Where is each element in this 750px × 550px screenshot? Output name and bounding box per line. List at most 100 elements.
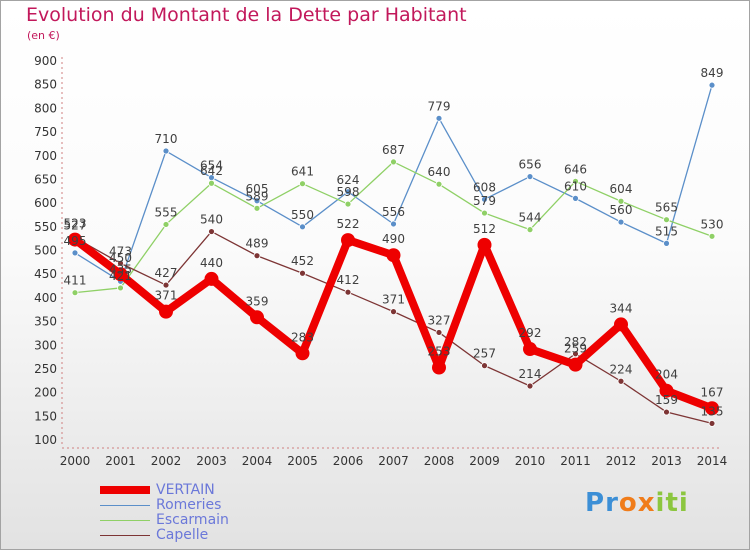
- data-label-capelle: 224: [610, 362, 633, 376]
- data-label-romeries: 608: [473, 180, 496, 194]
- data-point-romeries: [344, 188, 352, 196]
- legend-label-capelle: Capelle: [156, 527, 209, 543]
- data-label-escarmain: 411: [64, 274, 87, 288]
- y-tick-label: 350: [34, 315, 57, 329]
- data-point-vertain: [477, 237, 492, 252]
- data-point-vertain: [705, 401, 719, 416]
- data-label-escarmain: 421: [109, 269, 132, 283]
- data-label-capelle: 135: [701, 404, 724, 418]
- data-point-romeries: [663, 239, 670, 247]
- y-tick-label: 100: [34, 433, 57, 447]
- data-label-escarmain: 687: [382, 143, 405, 157]
- data-label-capelle: 214: [519, 367, 542, 381]
- x-tick-label: 2008: [424, 454, 455, 468]
- data-point-capelle: [435, 329, 443, 336]
- x-tick-label: 2005: [287, 454, 318, 468]
- data-label-vertain: 167: [701, 385, 724, 399]
- x-tick-label: 2013: [651, 454, 682, 468]
- data-label-romeries: 654: [200, 159, 223, 173]
- data-label-capelle: 489: [246, 237, 269, 251]
- data-point-capelle: [617, 377, 625, 385]
- y-tick-label: 300: [34, 338, 57, 352]
- y-tick-label: 150: [34, 409, 57, 423]
- data-label-capelle: 452: [291, 254, 314, 268]
- legend-item-romeries: Romeries: [100, 498, 300, 513]
- data-label-escarmain: 646: [564, 162, 587, 176]
- data-label-romeries: 849: [701, 66, 724, 80]
- data-point-escarmain: [435, 180, 443, 188]
- data-point-vertain: [159, 304, 173, 319]
- data-label-capelle: 412: [337, 273, 360, 287]
- logo-letter: i: [655, 488, 666, 518]
- y-tick-label: 550: [34, 220, 57, 234]
- y-tick-label: 450: [34, 267, 57, 281]
- data-point-romeries: [481, 195, 488, 203]
- data-label-vertain: 440: [200, 256, 223, 270]
- legend-swatch-capelle: [100, 535, 150, 536]
- legend-label-romeries: Romeries: [156, 497, 222, 513]
- data-label-escarmain: 589: [246, 189, 269, 203]
- data-point-escarmain: [344, 200, 352, 208]
- data-point-capelle: [526, 382, 534, 390]
- data-point-escarmain: [208, 179, 215, 187]
- data-point-escarmain: [299, 180, 306, 188]
- data-point-capelle: [162, 281, 170, 289]
- data-point-capelle: [344, 288, 352, 296]
- legend-item-vertain: VERTAIN: [100, 483, 300, 498]
- y-tick-label: 850: [34, 78, 57, 92]
- data-point-escarmain: [117, 284, 124, 292]
- data-label-escarmain: 640: [428, 165, 451, 179]
- data-label-vertain: 292: [519, 326, 542, 340]
- data-label-escarmain: 604: [610, 182, 633, 196]
- data-point-capelle: [253, 252, 261, 260]
- data-label-escarmain: 641: [291, 165, 314, 179]
- data-point-capelle: [299, 269, 306, 277]
- series-lines: [68, 81, 719, 427]
- data-point-vertain: [341, 233, 355, 248]
- data-label-romeries: 610: [564, 179, 587, 193]
- data-point-capelle: [208, 228, 215, 235]
- data-label-vertain: 522: [337, 217, 360, 231]
- data-label-escarmain: 530: [701, 217, 724, 231]
- data-label-romeries: 624: [337, 173, 360, 187]
- data-label-vertain: 283: [291, 330, 314, 344]
- y-tick-label: 200: [34, 386, 57, 400]
- data-point-capelle: [390, 308, 397, 316]
- x-tick-label: 2014: [697, 454, 728, 468]
- data-point-vertain: [386, 248, 401, 263]
- data-point-romeries: [617, 218, 625, 226]
- data-label-escarmain: 642: [200, 164, 223, 178]
- data-label-vertain: 371: [155, 289, 178, 303]
- y-tick-label: 800: [34, 101, 57, 115]
- legend-swatch-escarmain: [100, 520, 150, 521]
- x-tick-label: 2000: [60, 454, 91, 468]
- data-label-romeries: 556: [382, 205, 405, 219]
- data-label-escarmain: 598: [337, 185, 360, 199]
- data-point-romeries: [71, 249, 79, 257]
- data-label-romeries: 495: [64, 234, 87, 248]
- data-point-romeries: [572, 194, 579, 202]
- data-label-vertain: 523: [64, 217, 87, 231]
- x-tick-label: 2006: [333, 454, 364, 468]
- data-point-capelle: [117, 259, 124, 267]
- data-point-romeries: [162, 147, 170, 155]
- x-tick-label: 2002: [151, 454, 182, 468]
- data-label-vertain: 359: [246, 294, 269, 308]
- y-tick-label: 250: [34, 362, 57, 376]
- data-point-vertain: [432, 360, 446, 375]
- legend-swatch-vertain: [100, 486, 150, 494]
- y-tick-label: 700: [34, 149, 57, 163]
- data-point-vertain: [659, 383, 674, 398]
- data-point-romeries: [390, 220, 397, 228]
- logo-letter: P: [585, 488, 606, 518]
- legend: VERTAIN Romeries Escarmain Capelle: [100, 483, 300, 543]
- data-point-capelle: [481, 362, 488, 370]
- data-point-escarmain: [162, 221, 170, 228]
- data-label-capelle: 327: [428, 313, 451, 327]
- data-point-escarmain: [71, 289, 79, 297]
- logo-letter: t: [665, 488, 679, 518]
- data-label-escarmain: 544: [519, 211, 542, 225]
- data-point-vertain: [523, 342, 537, 357]
- data-point-romeries: [253, 197, 261, 205]
